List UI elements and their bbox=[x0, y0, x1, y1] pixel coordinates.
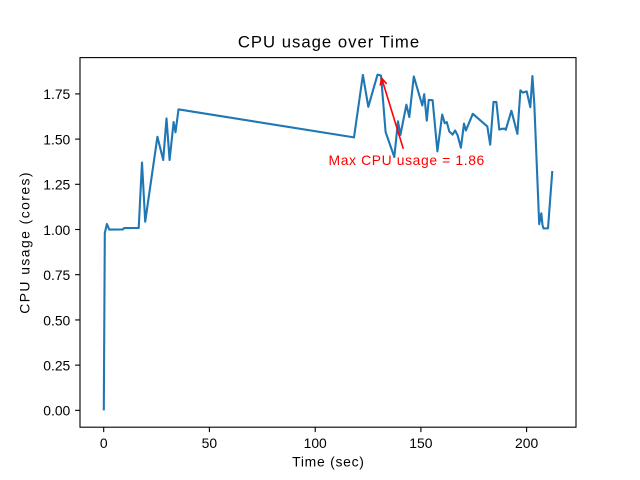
svg-text:0.25: 0.25 bbox=[43, 357, 70, 373]
svg-text:CPU usage (cores): CPU usage (cores) bbox=[17, 171, 33, 314]
svg-text:100: 100 bbox=[304, 435, 327, 451]
svg-text:0: 0 bbox=[100, 435, 108, 451]
svg-text:200: 200 bbox=[515, 435, 538, 451]
svg-text:150: 150 bbox=[409, 435, 432, 451]
svg-text:1.00: 1.00 bbox=[43, 222, 70, 238]
svg-text:Time (sec): Time (sec) bbox=[292, 454, 365, 470]
svg-text:Max CPU usage = 1.86: Max CPU usage = 1.86 bbox=[329, 152, 485, 168]
svg-text:1.25: 1.25 bbox=[43, 177, 70, 193]
svg-text:0.75: 0.75 bbox=[43, 267, 70, 283]
svg-text:CPU usage over Time: CPU usage over Time bbox=[238, 33, 420, 52]
svg-text:0.50: 0.50 bbox=[43, 312, 70, 328]
svg-text:1.75: 1.75 bbox=[43, 86, 70, 102]
svg-text:1.50: 1.50 bbox=[43, 131, 70, 147]
svg-text:0.00: 0.00 bbox=[43, 403, 70, 419]
svg-text:50: 50 bbox=[202, 435, 218, 451]
